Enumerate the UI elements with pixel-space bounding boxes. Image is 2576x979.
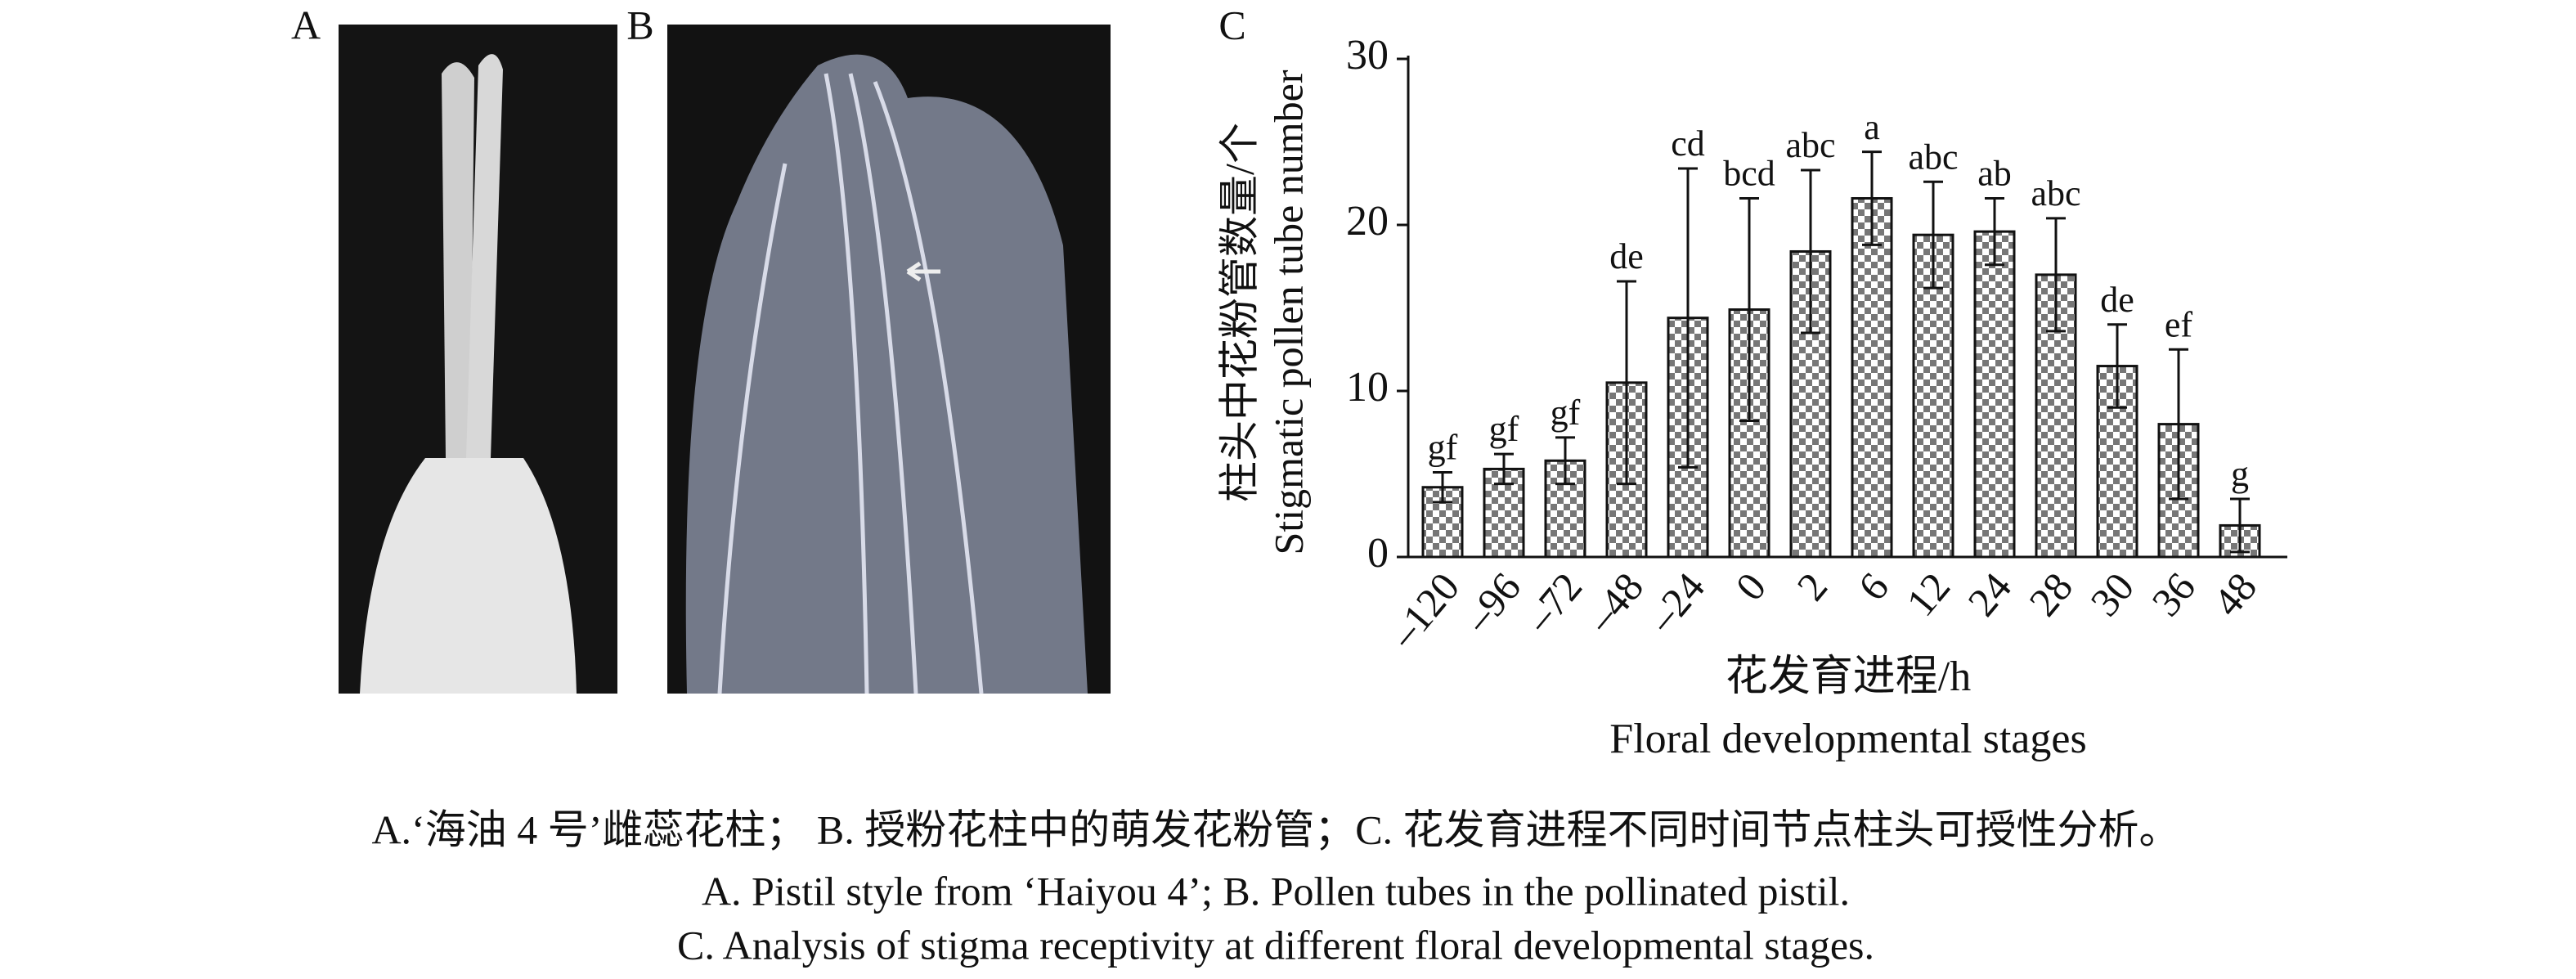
significance-label: abc	[1908, 137, 1958, 177]
x-tick-label: 6	[1849, 564, 1897, 609]
significance-label: gf	[1489, 409, 1519, 449]
significance-label: bcd	[1723, 154, 1775, 194]
photo-b	[667, 25, 1111, 694]
caption: C. Analysis of stigma receptivity at dif…	[677, 922, 1874, 968]
significance-label: a	[1864, 107, 1880, 147]
significance-label: de	[2100, 280, 2134, 320]
significance-label: ab	[1977, 154, 2012, 194]
x-tick-label: 24	[1959, 564, 2020, 624]
bar	[1973, 230, 2016, 559]
panel-label: B	[626, 2, 653, 47]
y-tick-label: 10	[1346, 364, 1389, 411]
x-tick-label: 48	[2204, 564, 2265, 624]
significance-label: g	[2231, 454, 2249, 494]
panel-label: C	[1218, 2, 1245, 47]
significance-label: abc	[1785, 125, 1835, 165]
x-tick-label: –72	[1515, 564, 1591, 640]
y-axis-title: 柱头中花粉管数量/个	[1216, 123, 1262, 502]
x-tick-label: 0	[1726, 564, 1775, 609]
significance-label: ef	[2165, 304, 2193, 344]
bar	[1851, 197, 1893, 559]
x-tick-label: 2	[1788, 564, 1836, 609]
x-axis-title: Floral developmental stages	[1609, 716, 2086, 762]
x-tick-label: –24	[1638, 564, 1713, 640]
x-tick-label: –96	[1454, 564, 1529, 640]
panel-label: A	[291, 2, 321, 47]
caption: A. Pistil style from ‘Haiyou 4’; B. Poll…	[702, 868, 1850, 914]
x-tick-label: 36	[2143, 564, 2204, 624]
significance-label: gf	[1551, 393, 1581, 433]
x-tick-label: 30	[2081, 564, 2143, 624]
bar-chart: 柱头中花粉管数量/个 Stigmatic pollen tube number …	[1216, 32, 2287, 762]
caption: A.‘海油 4 号’雌蕊花柱； B. 授粉花柱中的萌发花粉管；C. 花发育进程不…	[371, 806, 2179, 852]
photo-a	[339, 25, 617, 694]
x-tick-label: 12	[1897, 564, 1959, 624]
significance-label: de	[1609, 236, 1644, 276]
y-tick-label: 0	[1367, 530, 1389, 577]
significance-label: cd	[1671, 123, 1705, 164]
x-tick-label: –48	[1577, 564, 1652, 640]
significance-label: gf	[1428, 428, 1458, 468]
y-axis-title: Stigmatic pollen tube number	[1265, 70, 1311, 555]
bar	[1912, 233, 1954, 559]
x-axis-title: 花发育进程/h	[1726, 653, 1971, 700]
y-tick-label: 20	[1346, 198, 1389, 245]
y-tick-label: 30	[1346, 32, 1389, 79]
significance-label: abc	[2031, 173, 2080, 213]
x-tick-label: 28	[2020, 564, 2081, 624]
